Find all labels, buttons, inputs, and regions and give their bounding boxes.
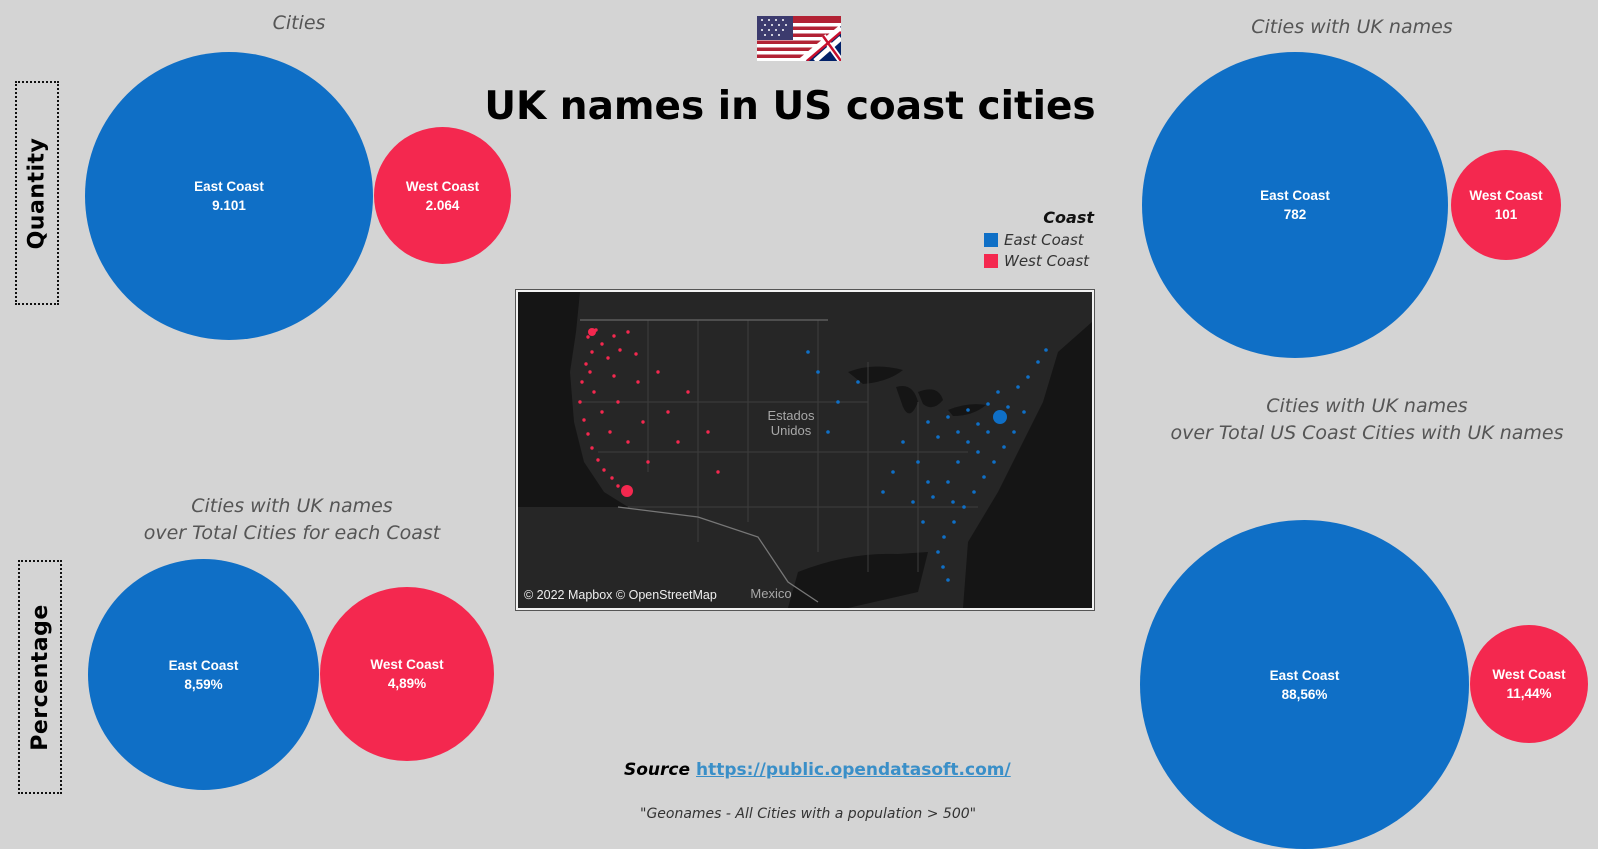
quantity-label: Quantity (24, 137, 50, 249)
quantity-section-label: Quantity (15, 81, 59, 305)
bubble-pct-total-east: East Coast 88,56% (1140, 520, 1469, 849)
chart-pct-total-title-line2: over Total US Coast Cities with UK names (1170, 422, 1564, 444)
source-link[interactable]: https://public.opendatasoft.com/ (696, 760, 1011, 780)
percentage-section-label: Percentage (18, 560, 62, 794)
bubble-value: 101 (1494, 207, 1518, 222)
chart-uk-names-title: Cities with UK names (1251, 16, 1453, 38)
bubble-value: 782 (1283, 207, 1307, 222)
bubble-label: West Coast (1492, 667, 1566, 682)
source-line: Source https://public.opendatasoft.com/ (624, 760, 1011, 780)
legend-label-west: West Coast (1004, 251, 1090, 270)
bubble-label: West Coast (405, 178, 480, 194)
legend-swatch-east (984, 232, 998, 247)
bubble-uk-names-west: West Coast 101 (1451, 150, 1561, 260)
bubble-label: East Coast (1269, 667, 1340, 683)
chart-pct-coast-title-line1: Cities with UK names (191, 495, 393, 517)
map-country-label: Estados Unidos (767, 408, 815, 438)
bubble-value: 11,44% (1506, 686, 1552, 701)
bubble-value: 88,56% (1281, 686, 1328, 702)
legend-title: Coast (1043, 208, 1094, 227)
bubble-uk-names-east: East Coast 782 (1142, 52, 1448, 358)
percentage-label: Percentage (27, 603, 53, 751)
chart-cities-title: Cities (272, 12, 326, 34)
chart-pct-total-title: Cities with UK names over Total US Coast… (1157, 393, 1577, 447)
map-credit[interactable]: © 2022 Mapbox © OpenStreetMap (524, 588, 717, 602)
chart-pct-total-title-line1: Cities with UK names (1266, 395, 1468, 417)
bubble-value: 4,89% (387, 676, 427, 691)
bubble-label: West Coast (1469, 188, 1543, 203)
us-map[interactable]: Estados Unidos Mexico © 2022 Mapbox © Op… (515, 289, 1095, 611)
bubble-pct-total-west: West Coast 11,44% (1470, 625, 1588, 743)
bubble-label: East Coast (194, 179, 264, 194)
map-canvas (518, 292, 1092, 608)
bubble-cities-east: East Coast 9.101 (85, 52, 373, 340)
bubble-value: 2.064 (425, 197, 460, 213)
legend-label-east: East Coast (1004, 230, 1084, 249)
bubble-pct-coast-west: West Coast 4,89% (320, 587, 494, 761)
legend-swatch-west (984, 253, 998, 268)
us-uk-flag-icon (757, 16, 841, 61)
legend-item-west[interactable]: West Coast (984, 250, 1094, 271)
bubble-value: 9.101 (212, 198, 246, 213)
legend-item-east[interactable]: East Coast (984, 229, 1094, 250)
page-title: UK names in US coast cities (484, 84, 1096, 129)
bubble-label: West Coast (370, 657, 444, 672)
map-mexico-label: Mexico (750, 586, 792, 601)
source-label: Source (624, 760, 691, 780)
bubble-pct-coast-east: East Coast 8,59% (88, 559, 319, 790)
bubble-cities-west: West Coast 2.064 (374, 127, 511, 264)
chart-pct-coast-title-line2: over Total Cities for each Coast (143, 522, 441, 544)
legend: Coast East Coast West Coast (984, 208, 1094, 271)
source-note: "Geonames - All Cities with a population… (640, 806, 977, 822)
bubble-label: East Coast (1260, 188, 1330, 203)
bubble-value: 8,59% (184, 676, 223, 692)
bubble-label: East Coast (168, 657, 239, 673)
chart-pct-coast-title: Cities with UK names over Total Cities f… (142, 493, 442, 547)
